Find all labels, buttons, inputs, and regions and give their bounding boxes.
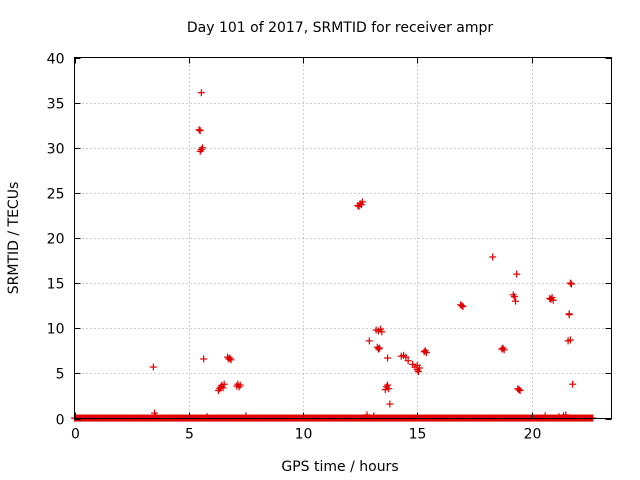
data-point <box>413 361 421 369</box>
data-point <box>566 336 574 344</box>
y-tick-label: 0 <box>56 413 65 429</box>
data-point <box>219 384 227 392</box>
data-point <box>378 328 386 336</box>
data-point <box>376 344 384 352</box>
data-point <box>422 349 430 357</box>
data-point <box>516 387 524 395</box>
data-point <box>555 413 563 421</box>
data-point <box>565 310 573 318</box>
data-point <box>195 126 203 134</box>
data-point <box>198 144 206 152</box>
data-point <box>414 368 422 376</box>
x-axis-label: GPS time / hours <box>281 459 398 475</box>
data-point <box>513 270 521 278</box>
y-tick-label: 15 <box>47 277 65 293</box>
data-point <box>499 344 507 352</box>
data-point <box>510 293 518 301</box>
grid-layer <box>74 57 612 419</box>
data-point <box>549 296 557 304</box>
data-point <box>512 297 520 305</box>
x-tick-label: 20 <box>524 427 542 443</box>
data-point <box>404 357 412 365</box>
data-point <box>196 127 204 135</box>
y-tick-label: 25 <box>47 187 65 203</box>
x-tick-label: 0 <box>71 427 80 443</box>
data-point <box>385 385 393 393</box>
data-point <box>197 146 205 154</box>
y-tick-label: 40 <box>47 52 65 68</box>
x-tick-label: 10 <box>295 427 313 443</box>
data-point <box>200 355 208 363</box>
points-layer <box>71 89 597 422</box>
y-tick-label: 5 <box>56 367 65 383</box>
data-point <box>515 386 523 394</box>
data-point <box>374 345 382 353</box>
data-point <box>489 253 497 261</box>
data-point <box>566 279 574 287</box>
data-point <box>365 337 373 345</box>
data-point <box>203 413 211 421</box>
data-point <box>149 363 157 371</box>
data-point <box>569 380 577 388</box>
y-tick-label: 35 <box>47 97 65 113</box>
data-point <box>197 89 205 97</box>
y-tick-label: 10 <box>47 322 65 338</box>
data-point <box>459 303 467 311</box>
data-point <box>458 302 466 310</box>
ticks-layer: 0 5 10 15 20 0 5 10 15 20 25 30 35 40 <box>47 52 612 443</box>
data-point <box>358 198 366 206</box>
data-point <box>500 346 508 354</box>
data-point <box>384 381 392 389</box>
data-point <box>402 353 410 361</box>
data-point <box>236 381 244 389</box>
data-point <box>386 400 394 408</box>
y-tick-label: 30 <box>47 142 65 158</box>
data-point <box>509 291 517 299</box>
data-point <box>568 280 576 288</box>
y-axis-label: SRMTID / TECUs <box>6 182 22 295</box>
chart-title: Day 101 of 2017, SRMTID for receiver amp… <box>187 20 494 36</box>
data-point <box>227 356 235 364</box>
data-point <box>363 411 371 419</box>
data-point <box>421 347 429 355</box>
y-tick-label: 20 <box>47 232 65 248</box>
x-tick-label: 5 <box>185 427 194 443</box>
data-point <box>220 380 228 388</box>
x-tick-label: 15 <box>409 427 427 443</box>
data-point <box>562 411 570 419</box>
data-point <box>384 354 392 362</box>
